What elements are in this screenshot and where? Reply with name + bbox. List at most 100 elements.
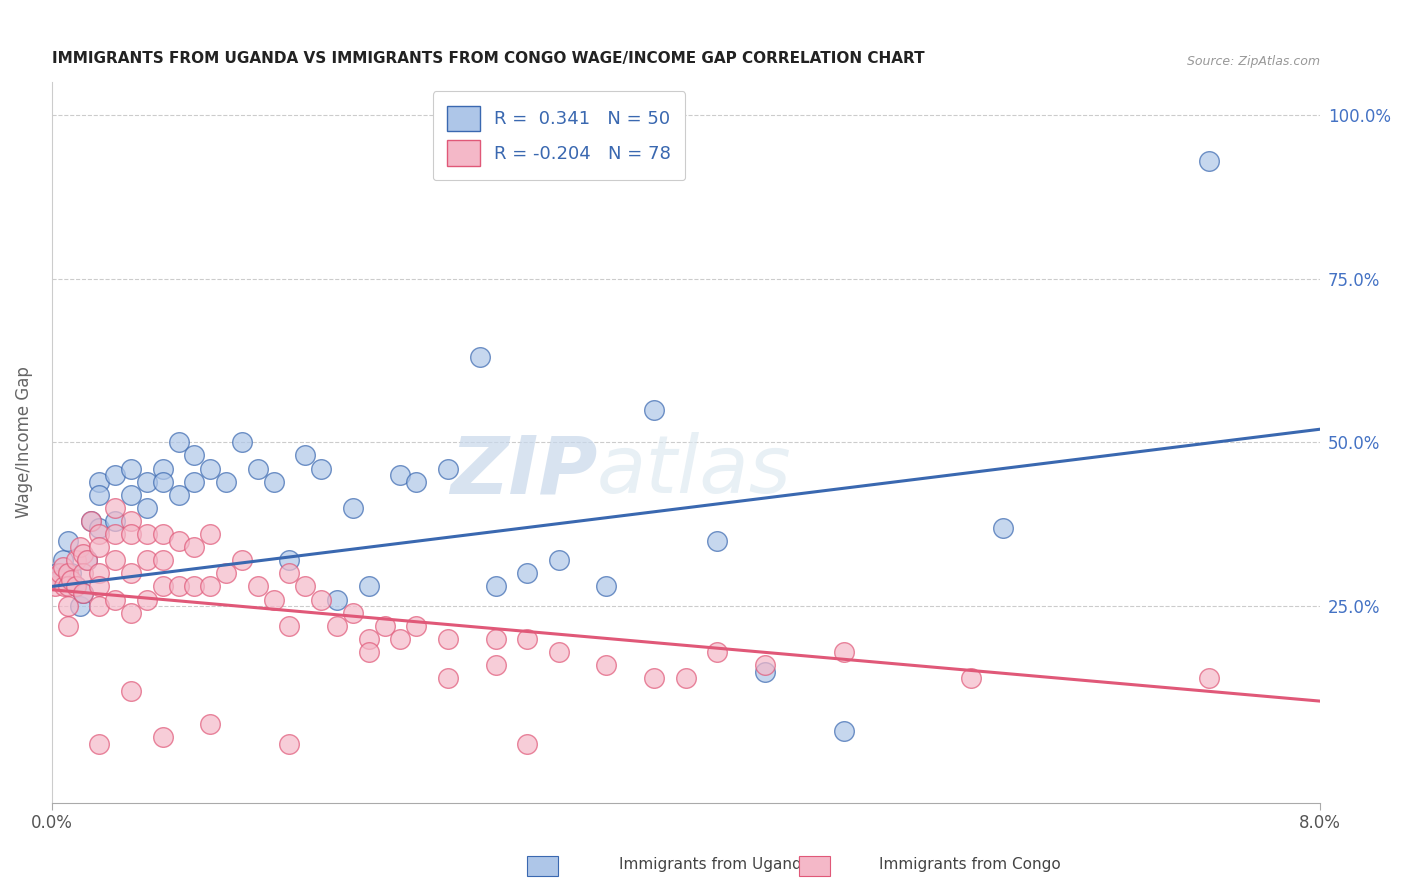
Point bbox=[135, 500, 157, 515]
Point bbox=[357, 579, 380, 593]
Legend: R =  0.341   N = 50, R = -0.204   N = 78: R = 0.341 N = 50, R = -0.204 N = 78 bbox=[433, 91, 685, 180]
Point bbox=[246, 461, 269, 475]
Point bbox=[357, 645, 380, 659]
Point bbox=[405, 619, 427, 633]
Point bbox=[89, 737, 111, 751]
Point bbox=[200, 579, 222, 593]
Point bbox=[278, 566, 301, 581]
Point bbox=[69, 599, 91, 613]
Point bbox=[135, 553, 157, 567]
Point bbox=[991, 520, 1014, 534]
Point bbox=[437, 671, 460, 685]
Point bbox=[484, 579, 506, 593]
Point bbox=[309, 461, 332, 475]
Point bbox=[405, 475, 427, 489]
Point bbox=[56, 579, 79, 593]
Point bbox=[754, 658, 776, 673]
Point bbox=[595, 579, 617, 593]
Point bbox=[706, 533, 728, 548]
Point bbox=[52, 553, 75, 567]
Point bbox=[120, 514, 142, 528]
Point bbox=[80, 514, 103, 528]
Point bbox=[263, 592, 285, 607]
Point bbox=[278, 737, 301, 751]
Text: Immigrants from Congo: Immigrants from Congo bbox=[879, 857, 1060, 872]
Point bbox=[59, 573, 82, 587]
Point bbox=[56, 533, 79, 548]
Point bbox=[548, 553, 571, 567]
Point bbox=[1198, 671, 1220, 685]
Point bbox=[135, 592, 157, 607]
Point bbox=[120, 566, 142, 581]
Point bbox=[120, 488, 142, 502]
Point bbox=[120, 606, 142, 620]
Point bbox=[65, 579, 87, 593]
Point bbox=[294, 579, 316, 593]
Point bbox=[120, 684, 142, 698]
Point bbox=[484, 658, 506, 673]
Point bbox=[200, 461, 222, 475]
Point bbox=[832, 645, 855, 659]
Point bbox=[135, 475, 157, 489]
Point bbox=[374, 619, 396, 633]
Point bbox=[46, 573, 69, 587]
Point bbox=[89, 488, 111, 502]
Point bbox=[468, 350, 491, 364]
Point bbox=[183, 449, 205, 463]
Point bbox=[152, 730, 174, 744]
Point bbox=[357, 632, 380, 646]
Point bbox=[294, 449, 316, 463]
Point bbox=[516, 632, 538, 646]
Text: Immigrants from Uganda: Immigrants from Uganda bbox=[619, 857, 811, 872]
Point bbox=[120, 527, 142, 541]
Point bbox=[44, 579, 66, 593]
Point bbox=[59, 566, 82, 581]
Point bbox=[89, 520, 111, 534]
Point bbox=[167, 579, 190, 593]
Point bbox=[437, 632, 460, 646]
Point bbox=[72, 586, 94, 600]
Point bbox=[72, 566, 94, 581]
Point bbox=[246, 579, 269, 593]
Point bbox=[53, 579, 76, 593]
Point bbox=[80, 514, 103, 528]
Point bbox=[76, 553, 98, 567]
Text: IMMIGRANTS FROM UGANDA VS IMMIGRANTS FROM CONGO WAGE/INCOME GAP CORRELATION CHAR: IMMIGRANTS FROM UGANDA VS IMMIGRANTS FRO… bbox=[52, 51, 924, 66]
Y-axis label: Wage/Income Gap: Wage/Income Gap bbox=[15, 367, 32, 518]
Point bbox=[135, 527, 157, 541]
Point bbox=[200, 717, 222, 731]
Point bbox=[56, 599, 79, 613]
Point bbox=[65, 579, 87, 593]
Point bbox=[69, 540, 91, 554]
Point bbox=[104, 527, 127, 541]
Text: atlas: atlas bbox=[598, 433, 792, 510]
Point bbox=[1198, 153, 1220, 168]
Point bbox=[167, 435, 190, 450]
Point bbox=[342, 606, 364, 620]
Text: ZIP: ZIP bbox=[450, 433, 598, 510]
Point bbox=[120, 461, 142, 475]
Point bbox=[104, 592, 127, 607]
Point bbox=[516, 566, 538, 581]
Point bbox=[484, 632, 506, 646]
Point bbox=[152, 527, 174, 541]
Point bbox=[389, 468, 412, 483]
Point bbox=[89, 475, 111, 489]
Point bbox=[675, 671, 697, 685]
Point bbox=[263, 475, 285, 489]
Text: Source: ZipAtlas.com: Source: ZipAtlas.com bbox=[1187, 54, 1320, 68]
Point bbox=[231, 435, 253, 450]
Point bbox=[65, 553, 87, 567]
Point bbox=[643, 402, 665, 417]
Point bbox=[326, 592, 349, 607]
Point bbox=[754, 665, 776, 679]
Point bbox=[643, 671, 665, 685]
Point bbox=[309, 592, 332, 607]
Point bbox=[152, 553, 174, 567]
Point bbox=[89, 527, 111, 541]
Point bbox=[437, 461, 460, 475]
Point bbox=[152, 475, 174, 489]
Point bbox=[706, 645, 728, 659]
Point bbox=[56, 566, 79, 581]
Point bbox=[200, 527, 222, 541]
